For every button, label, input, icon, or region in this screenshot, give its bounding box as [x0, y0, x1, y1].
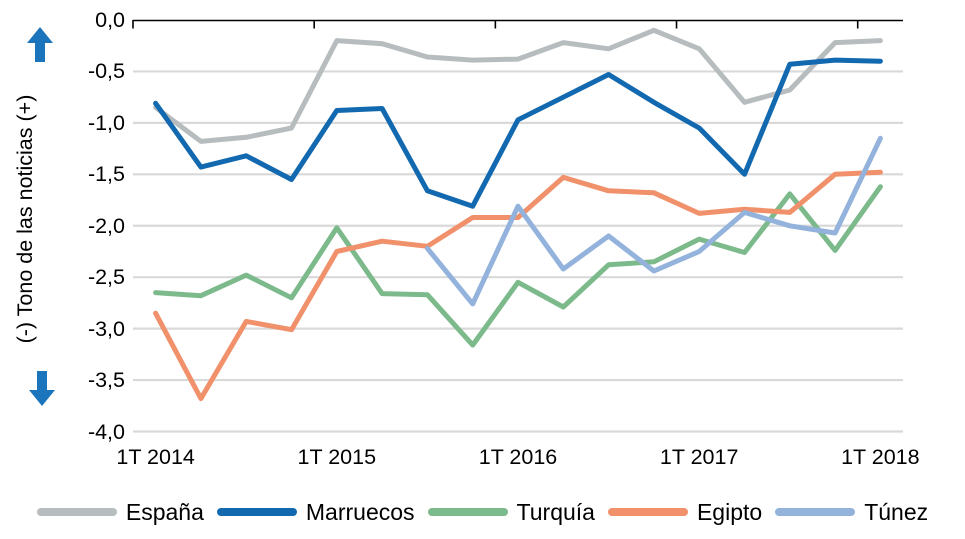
x-tick-label: 1T 2018	[841, 445, 920, 469]
series-line-marruecos	[153, 57, 883, 209]
y-tick-label: -0,5	[87, 59, 125, 84]
series-line-egipto	[153, 169, 883, 402]
y-tick-label: -3,5	[87, 368, 125, 393]
arrow-down-icon	[29, 371, 55, 406]
y-tick-label: -2,5	[87, 265, 125, 290]
legend-label: Túnez	[864, 499, 929, 525]
x-tick-label: 1T 2017	[659, 445, 739, 469]
legend-label: Marruecos	[305, 499, 415, 525]
y-tick-label: -1,5	[87, 162, 125, 187]
series-line-turquía	[153, 184, 883, 348]
x-tick-label: 1T 2015	[297, 445, 377, 469]
legend-swatch-icon	[216, 508, 297, 516]
x-tick-label: 1T 2014	[116, 445, 195, 469]
y-tick-label: 0,0	[95, 8, 125, 32]
legend-swatch-icon	[775, 508, 856, 516]
arrow-up-icon	[27, 27, 53, 62]
chart-plot	[132, 19, 903, 433]
chart-legend: España Marruecos Turquía Egipto Túnez	[0, 497, 965, 527]
y-axis-title: (-) Tono de las noticias (+)	[13, 94, 37, 344]
y-tick-label: -2,0	[87, 213, 125, 238]
legend-item-túnez: Túnez	[775, 497, 928, 527]
y-tick-label: -4,0	[87, 419, 125, 444]
legend-swatch-icon	[607, 508, 688, 516]
legend-item-marruecos: Marruecos	[216, 497, 415, 527]
x-tick-label: 1T 2016	[478, 445, 558, 469]
legend-label: Turquía	[516, 499, 595, 525]
legend-label: Egipto	[696, 499, 763, 525]
legend-item-egipto: Egipto	[607, 497, 763, 527]
series-line-túnez	[424, 135, 883, 307]
legend-swatch-icon	[36, 508, 117, 516]
legend-label: España	[125, 499, 204, 525]
y-tick-label: -3,0	[87, 316, 125, 341]
legend-item-españa: España	[36, 497, 204, 527]
legend-item-turquía: Turquía	[427, 497, 595, 527]
legend-swatch-icon	[427, 508, 508, 516]
y-tick-label: -1,0	[87, 110, 125, 135]
series-line-españa	[153, 27, 883, 144]
